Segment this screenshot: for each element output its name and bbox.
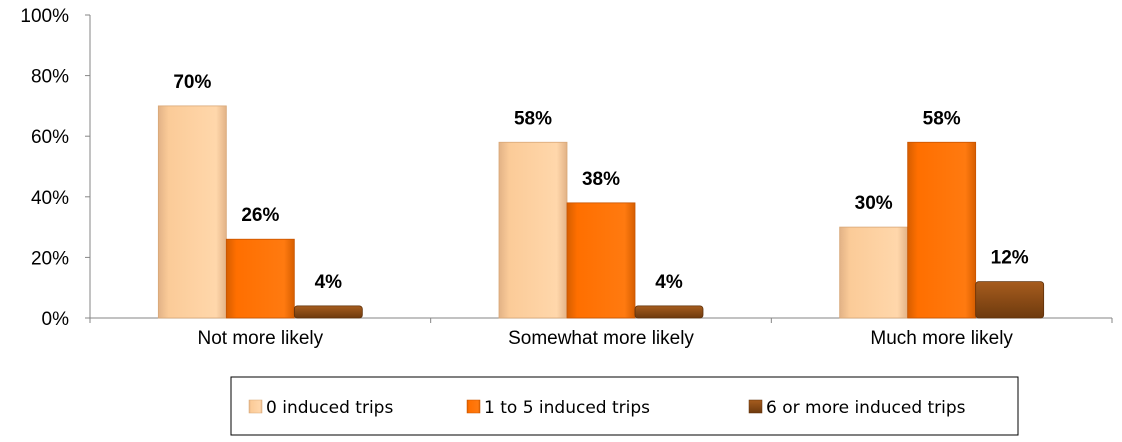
bars [157, 105, 1045, 319]
category-labels: Not more likely Somewhat more likely Much … [198, 328, 1014, 349]
data-label: 70% [173, 72, 211, 93]
data-label: 26% [241, 205, 279, 226]
y-tick-label: 0% [42, 309, 70, 330]
legend-label-1: 0 induced trips [266, 398, 393, 418]
bar-2-2 [566, 202, 636, 319]
y-axis-ticks: 0% 20% 40% 60% 80% 100% [20, 6, 90, 330]
data-label: 12% [991, 248, 1029, 269]
legend-label-2: 1 to 5 induced trips [484, 398, 650, 418]
data-label: 58% [923, 108, 961, 129]
data-label: 30% [855, 193, 893, 214]
category-label: Somewhat more likely [508, 328, 694, 349]
bar-1-1 [157, 105, 227, 319]
bar-3-2 [634, 305, 704, 319]
y-tick-label: 80% [31, 67, 69, 88]
legend-label-3: 6 or more induced trips [766, 398, 966, 418]
legend: 0 induced trips 1 to 5 induced trips 6 or … [230, 376, 1019, 436]
legend-swatch-3 [748, 399, 763, 414]
category-label: Much more likely [870, 328, 1013, 349]
data-label: 58% [514, 108, 552, 129]
data-label: 4% [315, 272, 343, 293]
legend-swatch-1 [248, 399, 263, 414]
y-tick-label: 40% [31, 188, 69, 209]
y-tick-label: 20% [31, 248, 69, 269]
legend-box [230, 376, 1019, 436]
y-tick-label: 60% [31, 127, 69, 148]
y-tick-label: 100% [20, 6, 69, 27]
bar-3-1 [293, 305, 363, 319]
bar-2-3 [907, 141, 977, 319]
data-labels: 70% 26% 4% 58% 38% 4% 30% 58% 12% [173, 72, 1028, 293]
bar-2-1 [225, 238, 295, 319]
bar-3-3 [975, 281, 1045, 319]
bar-1-3 [839, 226, 909, 319]
data-label: 38% [582, 169, 620, 190]
bar-1-2 [498, 141, 568, 319]
legend-swatch-2 [466, 399, 481, 414]
data-label: 4% [655, 272, 683, 293]
x-axis-ticks [89, 318, 1113, 323]
category-label: Not more likely [198, 328, 324, 349]
